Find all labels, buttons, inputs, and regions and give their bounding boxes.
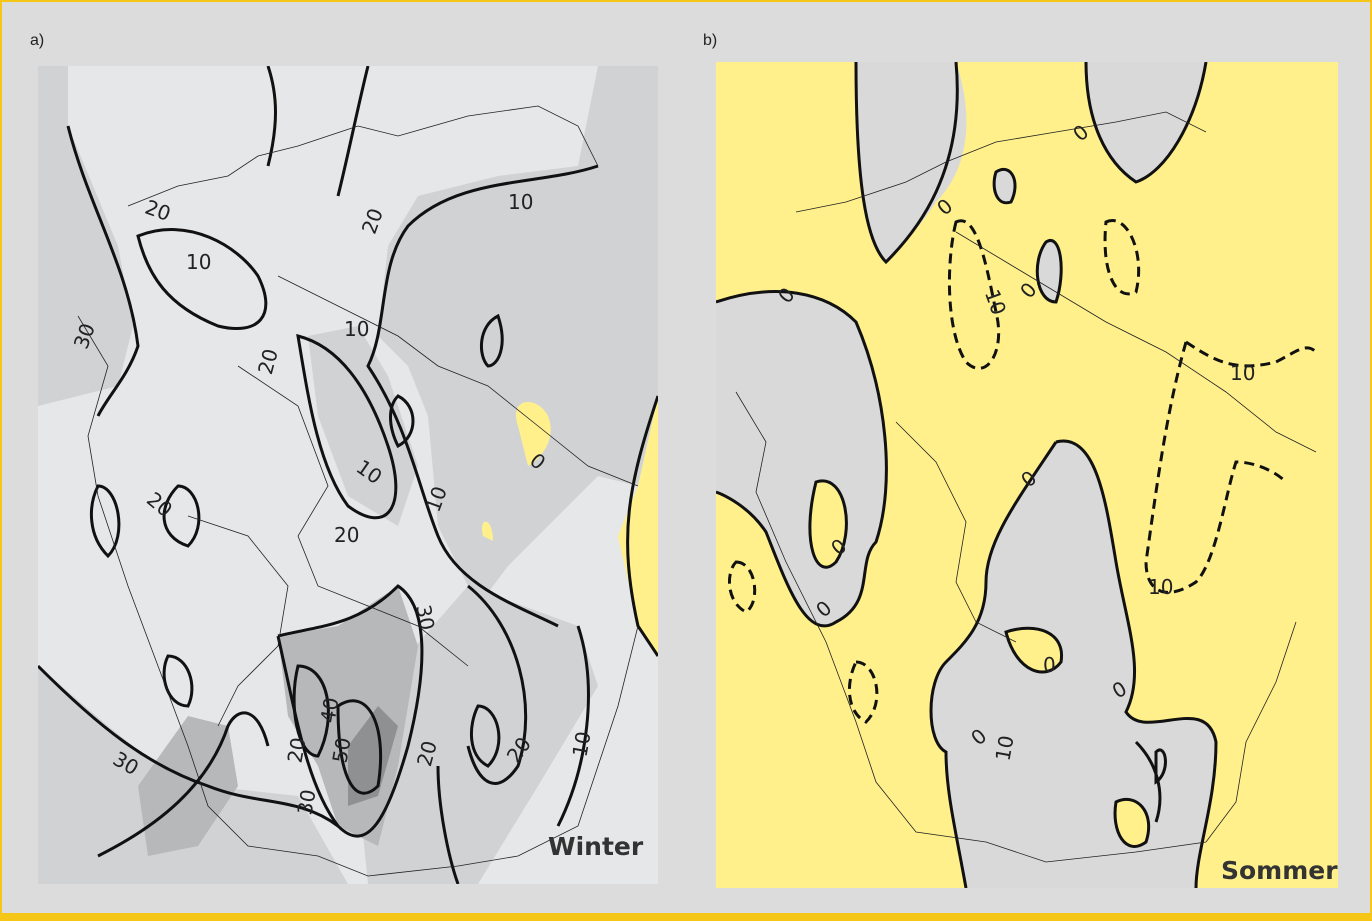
winter-border-lines [77, 105, 639, 877]
summer-south-positive-2 [1115, 799, 1149, 847]
summer-label-10c: 10 [1148, 575, 1173, 599]
winter-label-10a: 10 [508, 190, 533, 214]
summer-border-lines [735, 111, 1317, 863]
summer-map: 0 0 0 0 10 10 0 0 0 10 0 0 0 10 Sommer [715, 61, 1338, 889]
winter-max-region [348, 706, 398, 806]
winter-positive-zone-2 [481, 521, 493, 541]
summer-west-positive [809, 480, 847, 568]
panel-a-label: a) [30, 32, 45, 49]
summer-season-label: Sommer [1221, 856, 1338, 885]
winter-label-30b: 30 [411, 603, 439, 632]
winter-label-20f: 20 [283, 735, 311, 764]
winter-positive-zone-1 [515, 402, 551, 466]
winter-label-10f: 10 [568, 729, 596, 758]
winter-contours [36, 65, 660, 885]
winter-season-label: Winter [548, 832, 644, 861]
winter-map-svg: 10 20 20 10 30 10 20 20 10 10 20 0 30 40… [36, 65, 660, 885]
winter-west-region [38, 66, 133, 406]
winter-southwest-region [38, 666, 348, 884]
summer-contours [715, 61, 1218, 889]
winter-label-10b: 10 [186, 250, 211, 274]
winter-alpine-region [278, 586, 418, 846]
winter-label-40: 40 [316, 695, 344, 724]
panel-b-label: b) [703, 32, 718, 49]
summer-northeast-region [1086, 62, 1206, 182]
summer-south-region [931, 441, 1216, 888]
summer-island-1 [994, 169, 1016, 203]
summer-dashed-contours [727, 218, 1318, 724]
winter-label-30c: 30 [293, 787, 321, 816]
winter-label-20e: 20 [334, 523, 359, 547]
summer-island-2 [1037, 240, 1062, 302]
summer-label-0h: 0 [1043, 653, 1056, 677]
winter-label-50: 50 [328, 735, 356, 764]
winter-southwest-high [138, 716, 238, 856]
winter-map: 10 20 20 10 30 10 20 20 10 10 20 0 30 40… [36, 65, 660, 885]
summer-south-positive-1 [1006, 628, 1062, 672]
winter-southeast-region [358, 586, 598, 884]
winter-central-region [308, 326, 418, 526]
summer-map-svg: 0 0 0 0 10 10 0 0 0 10 0 0 0 10 [715, 61, 1338, 889]
winter-label-10c: 10 [344, 317, 369, 341]
winter-positive-zone-3 [618, 396, 658, 656]
summer-label-10d: 10 [991, 733, 1019, 762]
summer-north-region [856, 62, 967, 262]
summer-label-10b: 10 [1230, 361, 1255, 385]
